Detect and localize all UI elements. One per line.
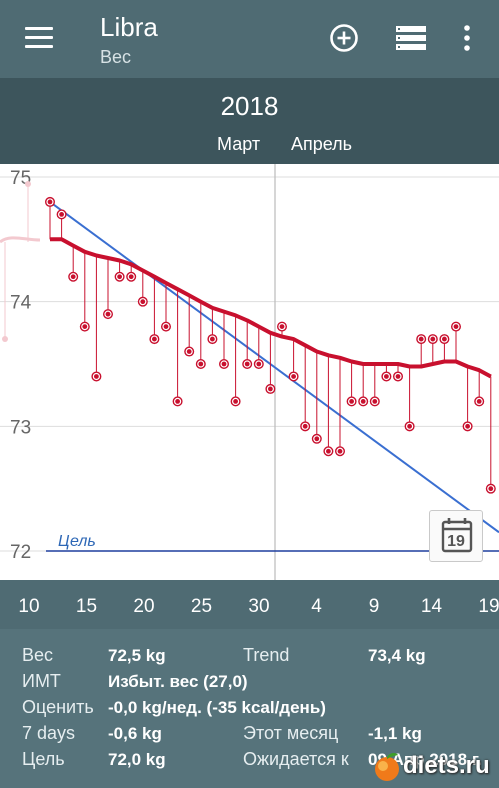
date-axis-label: 9	[368, 596, 380, 617]
data-point-core	[128, 274, 134, 280]
data-point-core	[349, 399, 354, 404]
data-point-core	[488, 486, 494, 492]
data-point-core	[210, 336, 215, 342]
data-point-core	[186, 349, 192, 354]
data-point-core	[163, 324, 169, 329]
month-label-april[interactable]: Апрель	[291, 134, 353, 154]
period-header: 2018 Март Апрель	[0, 78, 499, 164]
data-point-core	[59, 212, 64, 217]
data-point-core	[302, 423, 308, 429]
stat-7days-label: 7 days	[22, 723, 76, 743]
data-point-core	[314, 436, 320, 442]
stat-estimate-value: -0,0 kg/нед. (-35 kcal/день)	[108, 698, 326, 717]
data-point-core	[372, 399, 378, 404]
list-icon	[396, 26, 426, 50]
date-axis-label: 20	[133, 596, 155, 617]
data-point-core	[233, 399, 239, 404]
stat-month-label: Этот месяц	[243, 723, 339, 743]
stats-panel: Вес 72,5 kg Trend 73,4 kg ИМТ Избыт. вес…	[0, 629, 499, 788]
stat-weight-value: 72,5 kg	[108, 646, 166, 665]
calendar-button[interactable]: 19	[429, 510, 483, 562]
data-point-core	[395, 374, 401, 379]
data-point-core	[279, 324, 285, 329]
data-point-core	[268, 386, 273, 392]
watermark-text: diets.ru	[403, 752, 490, 779]
weight-chart[interactable]: 75 74 73 72 Цель 19	[0, 164, 499, 580]
forecast-line	[49, 201, 499, 534]
app-title: Libra	[100, 12, 158, 42]
data-point-core	[256, 361, 262, 367]
data-point-core	[198, 361, 204, 367]
stat-expected-label: Ожидается к	[243, 749, 349, 769]
date-axis-label: 19	[478, 596, 499, 617]
calendar-day: 19	[447, 533, 465, 550]
stat-estimate-label: Оценить	[22, 697, 94, 717]
stat-7days-value: -0,6 kg	[108, 724, 162, 743]
data-point-core	[418, 336, 424, 342]
data-point-core	[442, 336, 447, 342]
trend-line	[50, 237, 492, 379]
data-point-core	[337, 448, 343, 454]
data-point-core	[221, 361, 227, 367]
data-point-core	[47, 199, 53, 205]
stat-bmi-value: Избыт. вес (27,0)	[108, 672, 248, 691]
stat-month-value: -1,1 kg	[368, 724, 422, 743]
date-axis[interactable]: 10 15 20 25 30 4 9 14 19	[0, 580, 499, 629]
data-point-core	[465, 423, 470, 429]
menu-icon[interactable]	[25, 27, 53, 49]
date-axis-label: 30	[248, 596, 270, 617]
goal-label: Цель	[58, 533, 96, 550]
y-tick-label: 73	[10, 417, 31, 438]
data-point-core	[360, 399, 366, 404]
data-point-core	[152, 336, 157, 342]
data-point-core	[407, 423, 412, 429]
previous-trend-segment	[0, 236, 41, 244]
date-axis-label: 10	[18, 596, 40, 617]
stat-trend-label: Trend	[243, 645, 290, 665]
month-label-march[interactable]: Март	[217, 134, 261, 154]
add-circle-icon	[330, 24, 358, 52]
data-point-core	[326, 448, 331, 454]
data-point-core	[70, 274, 76, 280]
stat-goal-value: 72,0 kg	[108, 750, 166, 769]
data-point-core	[82, 324, 88, 329]
y-tick-label: 72	[10, 542, 31, 563]
peach-logo-icon	[375, 752, 399, 781]
data-point-core	[94, 374, 99, 379]
data-point-core	[430, 336, 436, 342]
year-label: 2018	[220, 91, 279, 121]
data-point-core	[244, 361, 250, 367]
add-entry-button[interactable]	[328, 22, 360, 54]
stat-bmi-label: ИМТ	[22, 671, 61, 691]
previous-point	[25, 181, 31, 187]
data-point-core	[140, 299, 146, 305]
overflow-menu-button[interactable]	[452, 22, 482, 54]
data-point-core	[476, 399, 482, 404]
date-axis-label: 15	[75, 596, 98, 617]
date-axis-label: 4	[311, 596, 322, 617]
data-point-core	[105, 311, 111, 317]
stat-weight-label: Вес	[22, 645, 54, 665]
previous-point	[2, 336, 8, 342]
watermark-logo: diets.ru	[370, 748, 499, 784]
app-subtitle: Вес	[100, 47, 132, 67]
y-tick-label: 74	[10, 293, 32, 314]
calendar-icon	[441, 518, 473, 553]
more-vert-icon	[464, 25, 470, 51]
data-point-core	[117, 274, 122, 280]
date-axis-label: 14	[420, 596, 443, 617]
data-point-core	[384, 374, 389, 379]
data-point-core	[291, 374, 296, 379]
stat-trend-value: 73,4 kg	[368, 646, 426, 665]
list-view-button[interactable]	[395, 22, 427, 54]
data-point-core	[175, 399, 181, 404]
app-bar: Libra Вес	[0, 0, 499, 78]
stat-goal-label: Цель	[22, 749, 65, 769]
date-axis-label: 25	[190, 596, 213, 617]
data-point-core	[453, 324, 459, 329]
